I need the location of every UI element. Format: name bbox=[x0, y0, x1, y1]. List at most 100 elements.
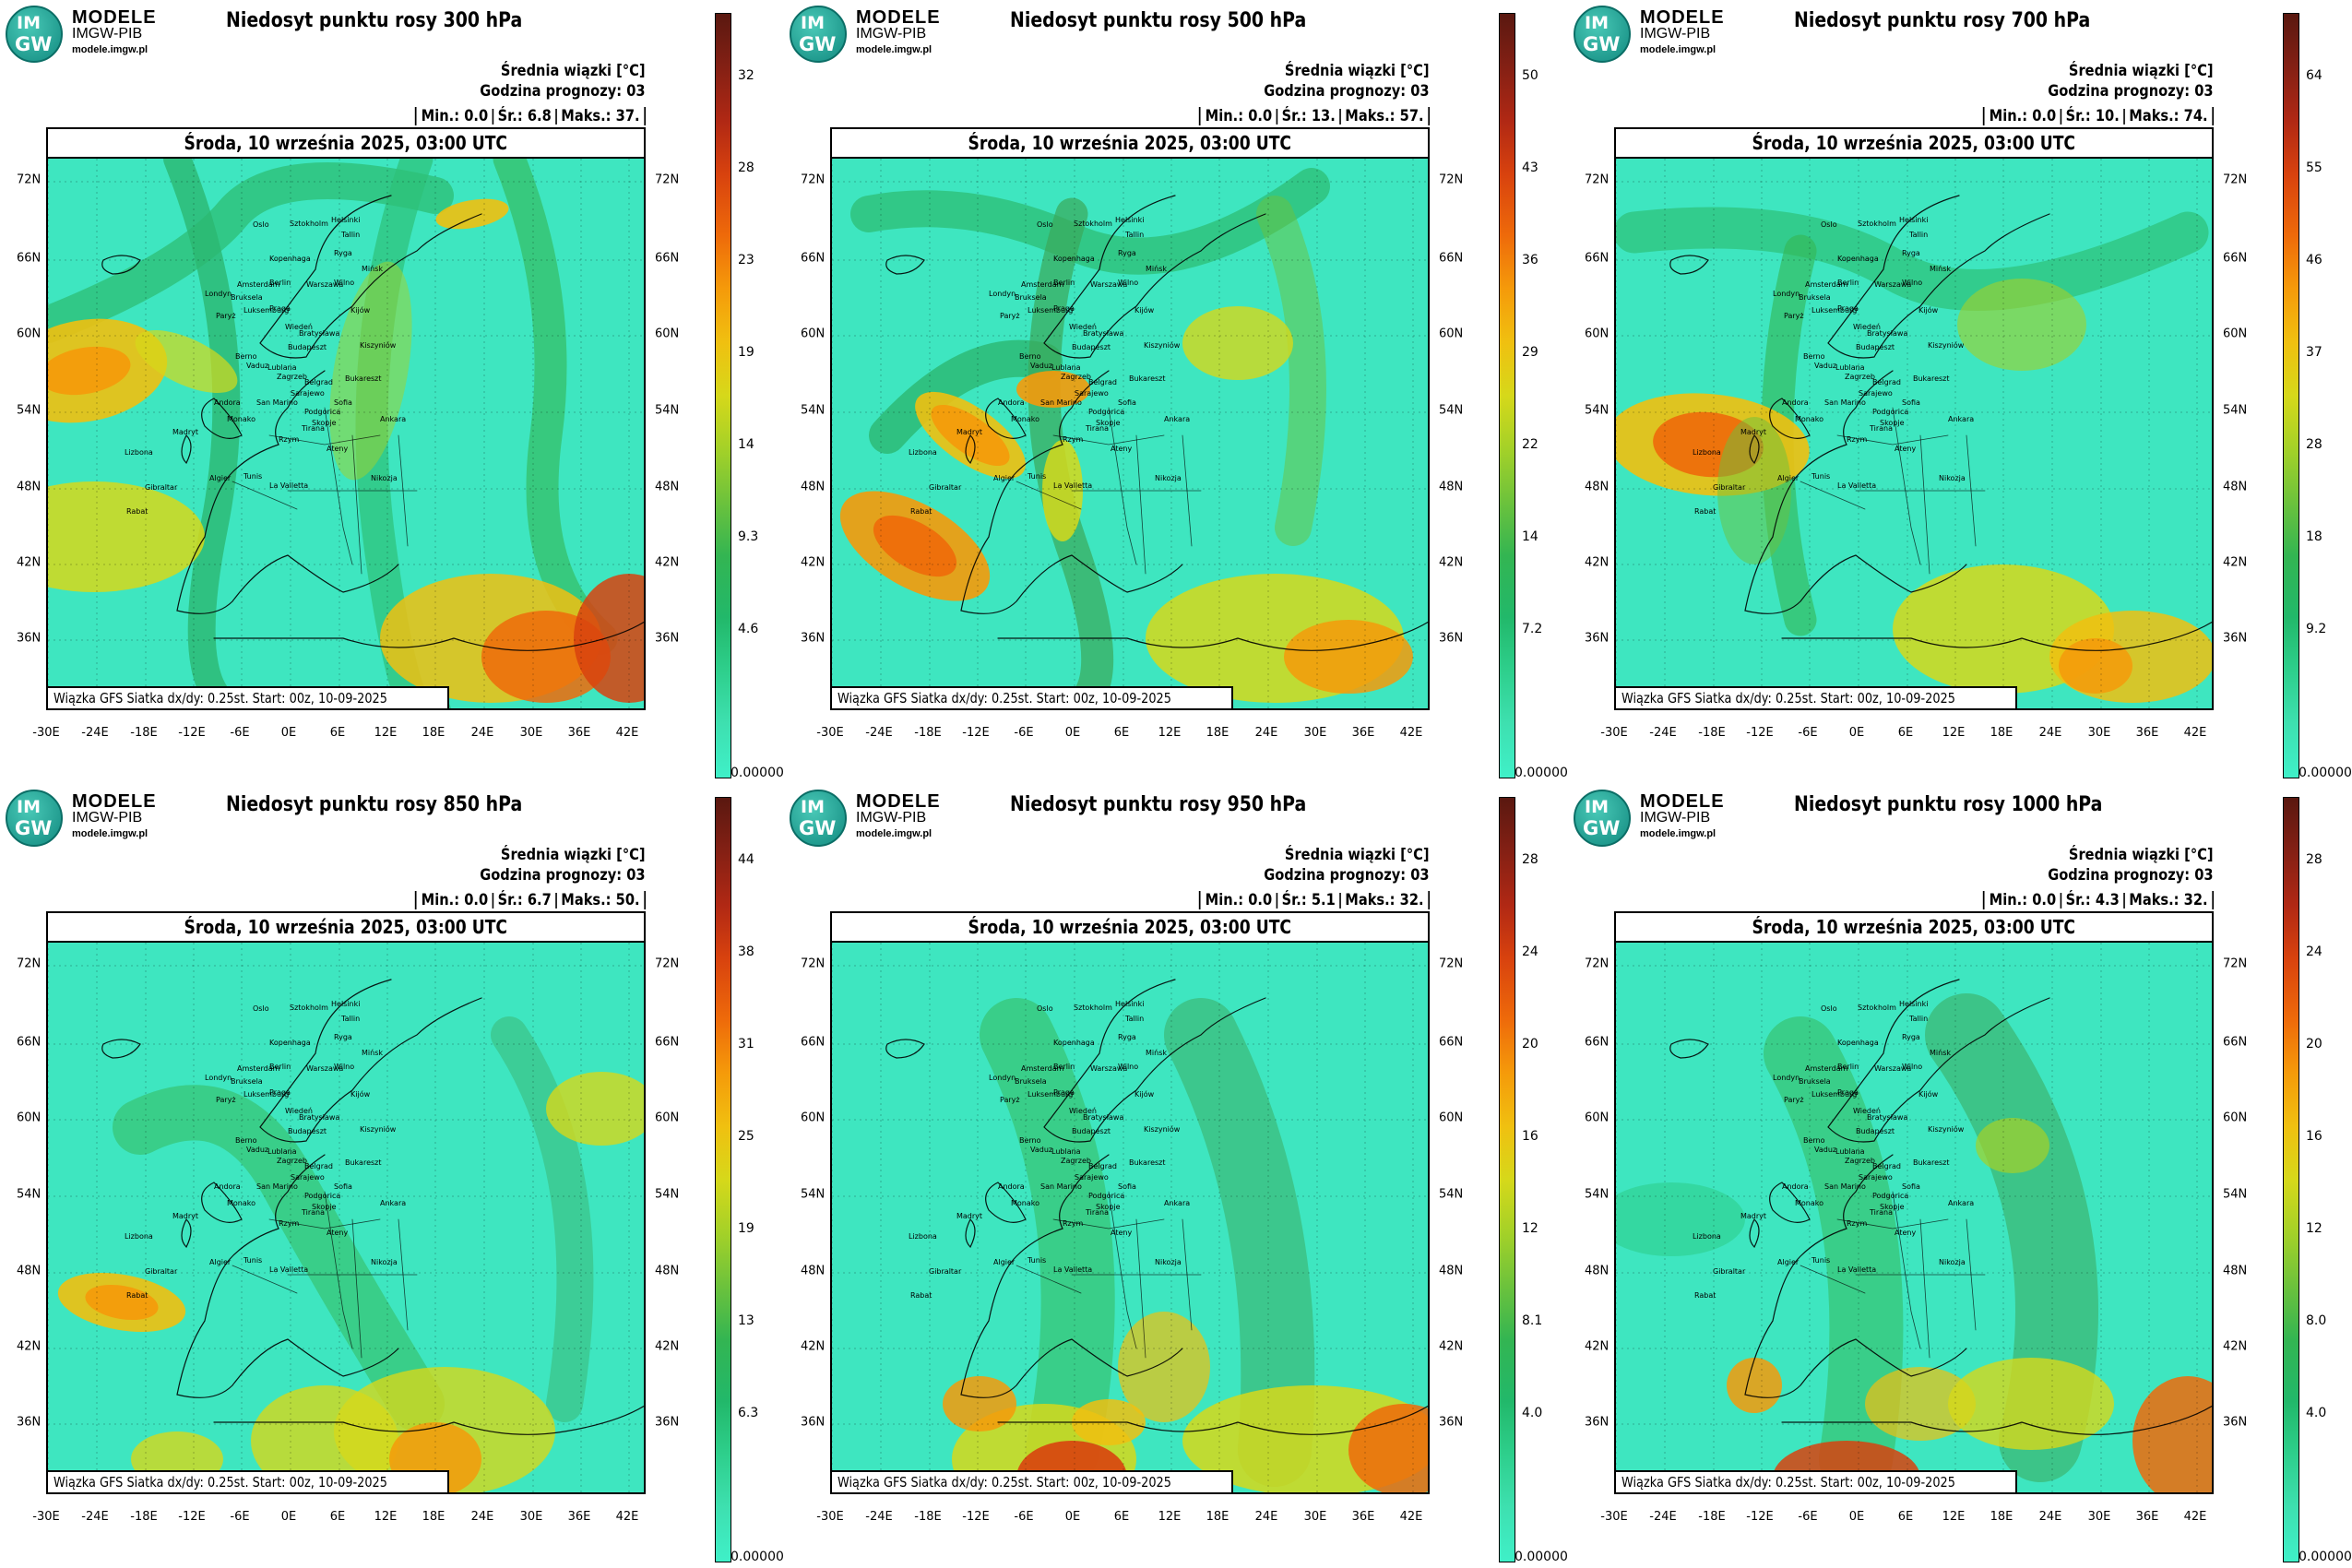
latitude-label: 60N bbox=[801, 1111, 826, 1125]
longitude-label: 12E bbox=[1158, 726, 1182, 740]
city-label: Sarajewo bbox=[1859, 1173, 1893, 1182]
city-label: Gibraltar bbox=[1713, 1267, 1746, 1276]
latitude-label: 48N bbox=[1439, 480, 1464, 494]
longitude-label: -6E bbox=[1798, 726, 1818, 740]
imgw-logo[interactable]: IM GW MODELE IMGW-PIB modele.imgw.pl bbox=[790, 790, 974, 847]
map-field bbox=[48, 943, 644, 1492]
min-label: Min.: bbox=[421, 107, 459, 125]
longitude-label: -24E bbox=[865, 1510, 893, 1524]
city-label: Lizbona bbox=[1693, 448, 1721, 457]
city-label: Tallin bbox=[1909, 1015, 1929, 1023]
city-label: Belgrad bbox=[1088, 378, 1117, 386]
city-label: Helsinki bbox=[1115, 216, 1145, 224]
city-label: Kopenhaga bbox=[1053, 255, 1095, 263]
colorbar-tick-label: 22 bbox=[1522, 437, 1538, 452]
logo-text-url: modele.imgw.pl bbox=[856, 44, 932, 55]
city-label: Londyn bbox=[1773, 290, 1800, 298]
logo-text-institute: IMGW-PIB bbox=[1640, 810, 1711, 826]
ensemble-mean-label: Średnia wiązki [°C] bbox=[2069, 846, 2214, 864]
logo-text-url: modele.imgw.pl bbox=[856, 828, 932, 839]
city-label: Sarajewo bbox=[1075, 1173, 1109, 1182]
colorbar-tick-label: 7.2 bbox=[1522, 622, 1543, 636]
max-value: 37. bbox=[615, 107, 640, 125]
longitude-label: -30E bbox=[816, 726, 844, 740]
longitude-label: 24E bbox=[470, 726, 494, 740]
city-label: Belgrad bbox=[1872, 1162, 1901, 1170]
map-area[interactable]: Oslo Sztokholm Helsinki Tallin Ryga Kopenhaga… bbox=[830, 157, 1430, 710]
city-label: La Valletta bbox=[1837, 1265, 1877, 1274]
map-area[interactable]: Oslo Sztokholm Helsinki Tallin Ryga Kopenhaga… bbox=[1614, 941, 2214, 1494]
city-label: Berno bbox=[1803, 352, 1825, 361]
stats-row: Min.: 0.0 | Śr.: 6.7 | Maks.: 50. bbox=[414, 891, 646, 909]
longitude-label: 18E bbox=[1206, 1510, 1229, 1524]
longitude-label: 30E bbox=[1303, 1510, 1327, 1524]
city-label: Amsterdam bbox=[1805, 1064, 1848, 1073]
imgw-logo[interactable]: IM GW MODELE IMGW-PIB modele.imgw.pl bbox=[1574, 6, 1758, 63]
max-label: Maks.: bbox=[2128, 107, 2180, 125]
map-area[interactable]: Oslo Sztokholm Helsinki Tallin Ryga Kopenhaga… bbox=[830, 941, 1430, 1494]
city-label: Bukareszt bbox=[1913, 1158, 1950, 1167]
city-label: Helsinki bbox=[1115, 1000, 1145, 1008]
city-label: Sztokholm bbox=[290, 1004, 328, 1012]
longitude-label: -12E bbox=[1746, 1510, 1774, 1524]
latitude-label: 42N bbox=[2223, 555, 2248, 570]
city-label: Amsterdam bbox=[237, 280, 280, 289]
ensemble-mean-label: Średnia wiązki [°C] bbox=[501, 62, 646, 80]
map-area[interactable]: Oslo Sztokholm Helsinki Tallin Ryga Kopenhaga… bbox=[1614, 157, 2214, 710]
logo-text-institute: IMGW-PIB bbox=[856, 26, 927, 42]
city-label: Andora bbox=[214, 1182, 241, 1191]
city-label: Sztokholm bbox=[1858, 1004, 1896, 1012]
imgw-logo[interactable]: IM GW MODELE IMGW-PIB modele.imgw.pl bbox=[6, 790, 190, 847]
city-label: Rzym bbox=[1847, 435, 1868, 444]
city-label: Oslo bbox=[253, 220, 269, 229]
colorbar-tick-label: 9.2 bbox=[2306, 622, 2327, 636]
longitude-label: -24E bbox=[865, 726, 893, 740]
city-label: Sofia bbox=[1118, 398, 1136, 407]
city-label: Ankara bbox=[1164, 1199, 1191, 1207]
imgw-logo[interactable]: IM GW MODELE IMGW-PIB modele.imgw.pl bbox=[1574, 790, 1758, 847]
map-area[interactable]: Oslo Sztokholm Helsinki Tallin Ryga Kopenhaga… bbox=[46, 157, 646, 710]
longitude-label: 36E bbox=[567, 726, 591, 740]
imgw-logo[interactable]: IM GW MODELE IMGW-PIB modele.imgw.pl bbox=[790, 6, 974, 63]
city-label: Berno bbox=[1019, 352, 1041, 361]
imgw-logo-icon: IM GW bbox=[1574, 790, 1631, 847]
city-label: Monako bbox=[1795, 1199, 1824, 1207]
latitude-label: 42N bbox=[655, 555, 680, 570]
city-label: Lizbona bbox=[125, 1232, 153, 1241]
city-label: Mińsk bbox=[1146, 1049, 1167, 1057]
city-label: Bratysława bbox=[1867, 329, 1908, 338]
city-label: Andora bbox=[1782, 1182, 1809, 1191]
colorbar-tick-label: 16 bbox=[2306, 1129, 2322, 1144]
city-label: Podgorica bbox=[304, 408, 341, 416]
city-label: Wilno bbox=[1118, 1063, 1139, 1071]
city-label: Ryga bbox=[1118, 249, 1136, 257]
city-label: Amsterdam bbox=[1021, 280, 1064, 289]
city-label: Helsinki bbox=[1899, 1000, 1929, 1008]
max-label: Maks.: bbox=[1344, 891, 1396, 909]
city-label: Lublana bbox=[267, 363, 297, 372]
longitude-label: 42E bbox=[1399, 726, 1423, 740]
city-label: Londyn bbox=[989, 290, 1016, 298]
city-label: Wilno bbox=[1118, 279, 1139, 287]
city-label: San Marino bbox=[1040, 398, 1082, 407]
min-label: Min.: bbox=[1205, 107, 1243, 125]
city-label: Praga bbox=[1053, 1088, 1075, 1097]
imgw-logo[interactable]: IM GW MODELE IMGW-PIB modele.imgw.pl bbox=[6, 6, 190, 63]
city-label: Bratysława bbox=[1867, 1113, 1908, 1122]
map-area[interactable]: Oslo Sztokholm Helsinki Tallin Ryga Kopenhaga… bbox=[46, 941, 646, 1494]
colorbar-tick-label: 14 bbox=[1522, 529, 1538, 544]
longitude-label: 42E bbox=[615, 726, 639, 740]
longitude-label: 6E bbox=[1897, 1510, 1914, 1524]
latitude-label: 48N bbox=[1439, 1264, 1464, 1278]
city-label: Zagrzeb bbox=[277, 1157, 307, 1165]
city-label: Madryt bbox=[956, 1212, 983, 1220]
min-value: 0.0 bbox=[2031, 107, 2056, 125]
latitude-label: 42N bbox=[1585, 1339, 1610, 1354]
city-label: Vaduz bbox=[246, 1146, 269, 1154]
city-label: Sarajewo bbox=[291, 389, 325, 398]
colorbar bbox=[1499, 797, 1515, 1562]
date-label: Środa, 10 września 2025, 03:00 UTC bbox=[184, 132, 508, 154]
city-label: Praga bbox=[269, 304, 291, 313]
city-label: Bruksela bbox=[231, 1077, 263, 1086]
map-panel: IM GW MODELE IMGW-PIB modele.imgw.pl Nied… bbox=[784, 784, 1568, 1568]
